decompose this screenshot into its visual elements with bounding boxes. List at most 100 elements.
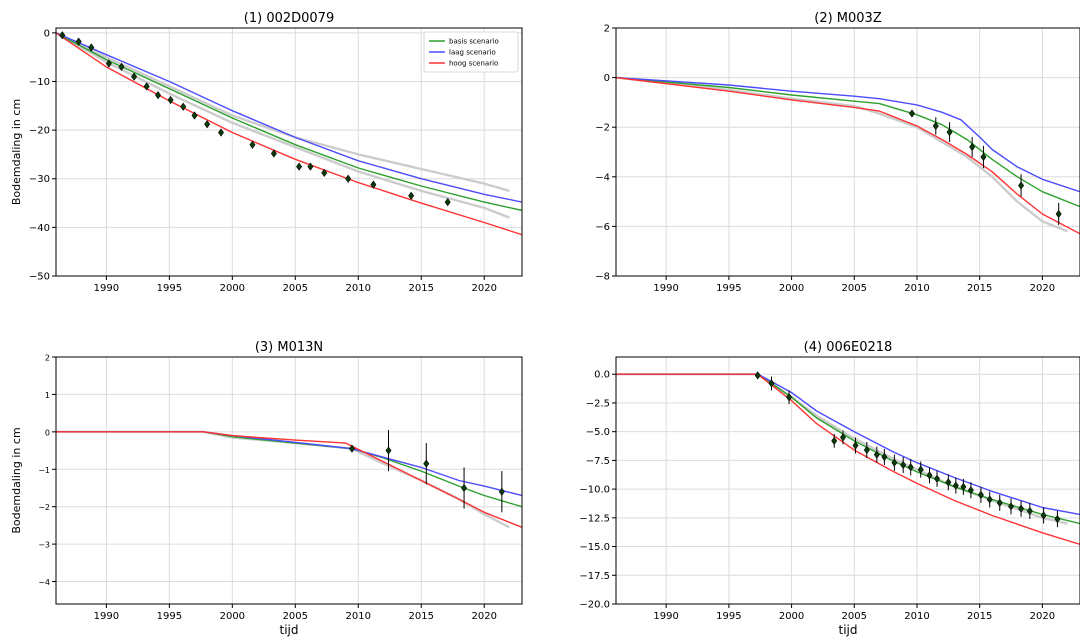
data-point-marker [143,82,150,91]
y-tick-label: −5.0 [586,427,610,438]
chart-panel-1: 1990 1995 2000 2005 2010 2015 2020 0 −10 −20 −30 −4… [10,11,523,294]
data-point-marker [917,465,924,474]
data-point-marker [934,474,941,483]
data-point-marker [873,450,880,459]
data-point-marker [408,191,415,200]
y-tick-label: −12.5 [579,513,610,524]
data-point-marker [349,444,355,453]
chart-title: (3) M013N [255,340,323,355]
data-point-marker [191,111,198,120]
y-tick-label: −7.5 [586,456,610,467]
x-tick-label: 1995 [157,611,182,622]
data-point-marker [1055,209,1062,219]
data-point-marker [786,393,793,402]
x-tick-label: 2000 [220,611,245,622]
legend-label: hoog scenario [449,60,498,68]
data-point-marker [900,460,907,470]
chart-title: (1) 002D0079 [244,11,334,26]
data-point-marker [155,90,161,100]
data-point-marker [204,120,211,129]
x-tick-label: 1995 [716,283,741,294]
data-point-marker [385,446,392,455]
y-tick-label: −17.5 [579,571,610,582]
series-line-laag-scenario [616,373,1080,516]
data-point-marker [977,490,984,499]
x-tick-label: 2010 [904,283,929,294]
y-tick-label: 2 [604,24,610,35]
series-line-basis-scenario [616,373,1080,525]
series-line-laag-scenario [56,431,522,497]
chart-panel-3: 1990 1995 2000 2005 2010 2015 2020 2 1 0 −1 −2 −3 −4 (… [10,340,523,637]
data-point-marker [852,441,859,450]
data-point-marker [167,95,174,105]
series-line-laag-scenario [56,32,522,203]
data-point-marker [960,482,967,491]
y-tick-label: −10 [29,77,50,88]
x-tick-label: 1990 [653,611,678,622]
x-tick-label: 2020 [471,283,496,294]
y-tick-label: 0 [45,428,50,437]
x-tick-label: 2005 [842,283,867,294]
data-point-marker [863,445,870,455]
x-tick-label: 2015 [967,283,992,294]
y-tick-label: −2.5 [586,398,610,409]
data-point-marker [345,174,352,183]
y-tick-label: −3 [38,541,50,550]
data-point-marker [986,495,993,504]
x-tick-label: 2000 [220,283,245,294]
series-lines [56,31,522,236]
x-axis-label: tijd [280,623,299,637]
y-tick-label: −30 [29,174,50,185]
data-point-marker [881,452,888,462]
data-point-marker [1040,511,1047,520]
y-tick-label: −8 [595,272,610,283]
data-point-marker [926,471,933,480]
y-tick-label: −1 [38,466,50,475]
x-tick-label: 2020 [1030,283,1055,294]
data-point-marker [105,59,112,68]
x-tick-label: 2005 [283,283,308,294]
series-line-laag-scenario [616,76,1080,193]
y-tick-label: −2 [38,503,50,512]
data-point-marker [891,458,898,467]
y-tick-label: 2 [45,354,50,363]
x-axis-label: tijd [839,623,858,637]
data-point-marker [754,371,761,380]
data-point-marker [180,102,187,111]
plot-frame [55,356,523,605]
x-tick-label: 1990 [653,283,678,294]
chart-panel-2: 1990 1995 2000 2005 2010 2015 202020−2−4−6−8(2… [595,11,1080,294]
data-point-marker [88,43,95,52]
x-tick-label: 2005 [842,611,867,622]
y-tick-label: −15.0 [579,542,610,553]
data-point-marker [967,486,974,495]
x-tick-label: 2020 [471,611,496,622]
series-line-hoog-scenario [616,76,1080,235]
y-tick-label: −20.0 [579,600,610,611]
data-point-marker [980,152,987,162]
data-point-marker [118,62,125,72]
data-point-marker [296,162,303,171]
data-point-marker [932,121,939,131]
data-point-marker [1026,506,1033,516]
data-point-marker [969,142,976,152]
data-point-marker [908,109,915,118]
chart-panel-4: 1990 1995 2000 2005 2010 2015 2020 0.0 −2.5 −5.0 −… [579,340,1080,637]
data-point-marker [840,433,846,442]
data-point-marker [59,31,66,40]
y-tick-label: −20 [29,126,50,137]
series-line-basis-scenario [56,32,522,212]
data-point-marker [831,436,838,445]
plot-frame [615,356,1080,605]
x-tick-label: 1995 [716,611,741,622]
y-tick-label: −50 [29,272,50,283]
data-point-marker [768,379,775,388]
x-tick-label: 2000 [779,611,804,622]
data-point-marker [249,140,256,149]
chart-title: (4) 006E0218 [804,340,893,355]
y-tick-label: −6 [595,222,610,233]
plot-frame [615,27,1080,277]
data-point-marker [1018,181,1025,190]
data-point-marker [270,149,277,158]
data-point-marker [131,72,138,81]
